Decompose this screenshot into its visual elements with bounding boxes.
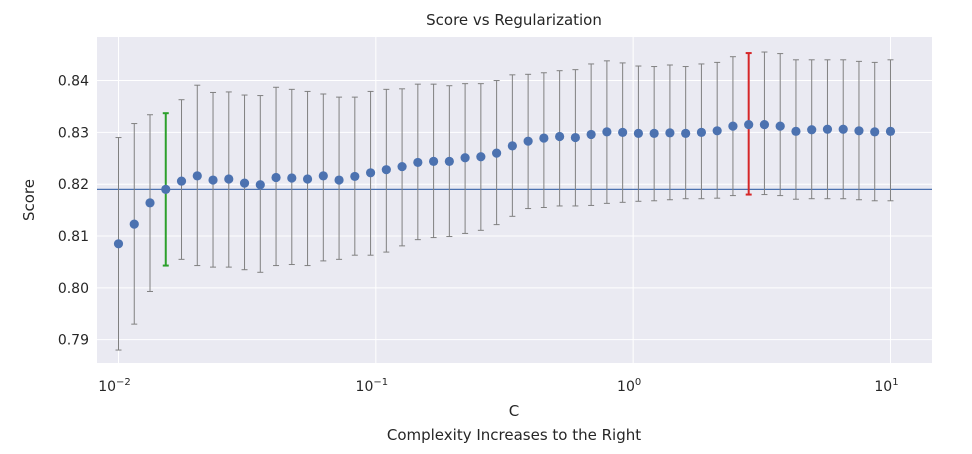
data-point xyxy=(255,180,265,190)
data-point xyxy=(381,165,391,175)
score-points xyxy=(113,119,896,249)
data-point xyxy=(271,172,281,183)
data-point xyxy=(539,133,549,143)
data-point xyxy=(476,152,486,162)
data-point xyxy=(192,171,202,181)
data-point xyxy=(224,174,234,184)
y-tick-label: 0.82 xyxy=(58,177,89,193)
data-point xyxy=(555,131,565,142)
x-tick-label: 100 xyxy=(617,377,641,395)
data-point xyxy=(649,128,659,139)
data-point xyxy=(822,124,833,134)
y-axis-label: Score xyxy=(20,179,38,221)
data-point xyxy=(208,175,218,185)
data-point xyxy=(633,128,644,139)
data-point xyxy=(176,176,187,186)
data-point xyxy=(113,239,124,249)
x-tick-label: 101 xyxy=(874,377,898,395)
y-tick-label: 0.81 xyxy=(58,229,89,245)
y-tick-label: 0.84 xyxy=(58,74,89,90)
data-point xyxy=(870,127,880,137)
data-point xyxy=(885,126,896,136)
data-point xyxy=(618,127,628,137)
data-point xyxy=(791,126,801,136)
data-point xyxy=(413,157,423,168)
y-tick-label: 0.80 xyxy=(58,281,89,297)
data-point xyxy=(239,178,250,188)
y-tick-label: 0.83 xyxy=(58,125,89,141)
data-point xyxy=(350,171,360,182)
data-point xyxy=(365,168,376,178)
data-point xyxy=(681,128,691,139)
data-point xyxy=(161,184,171,194)
data-point xyxy=(712,126,722,136)
x-tick-label: 10−1 xyxy=(356,377,389,395)
data-point xyxy=(302,174,313,184)
grid-lines xyxy=(97,37,932,363)
data-point xyxy=(287,173,297,183)
chart-title: Score vs Regularization xyxy=(426,11,602,29)
data-point xyxy=(397,161,407,172)
data-point xyxy=(775,121,785,131)
data-point xyxy=(318,171,328,181)
x-axis-sublabel: Complexity Increases to the Right xyxy=(387,426,641,444)
data-point xyxy=(759,119,770,130)
data-point xyxy=(838,124,848,134)
data-point xyxy=(807,125,817,135)
data-point xyxy=(460,153,470,163)
x-tick-label: 10−2 xyxy=(98,377,131,395)
data-point xyxy=(334,175,344,185)
data-point xyxy=(854,126,864,136)
data-point xyxy=(744,119,754,130)
data-point xyxy=(507,141,517,151)
data-point xyxy=(728,121,738,131)
data-point xyxy=(665,128,675,138)
data-point xyxy=(523,136,533,146)
y-tick-label: 0.79 xyxy=(58,333,89,349)
data-point xyxy=(696,127,707,137)
data-point xyxy=(602,127,612,137)
data-point xyxy=(428,156,439,166)
x-axis-label: C xyxy=(509,402,519,420)
x-tick-labels: 10−2 10−1 100 101 xyxy=(98,377,898,395)
plot-background xyxy=(97,37,932,363)
data-point xyxy=(129,219,139,229)
data-point xyxy=(586,129,596,140)
data-point xyxy=(570,132,580,143)
data-point xyxy=(145,198,155,208)
y-tick-labels: 0.79 0.80 0.81 0.82 0.83 0.84 xyxy=(58,74,89,349)
data-point xyxy=(444,156,454,166)
data-point xyxy=(492,148,502,158)
